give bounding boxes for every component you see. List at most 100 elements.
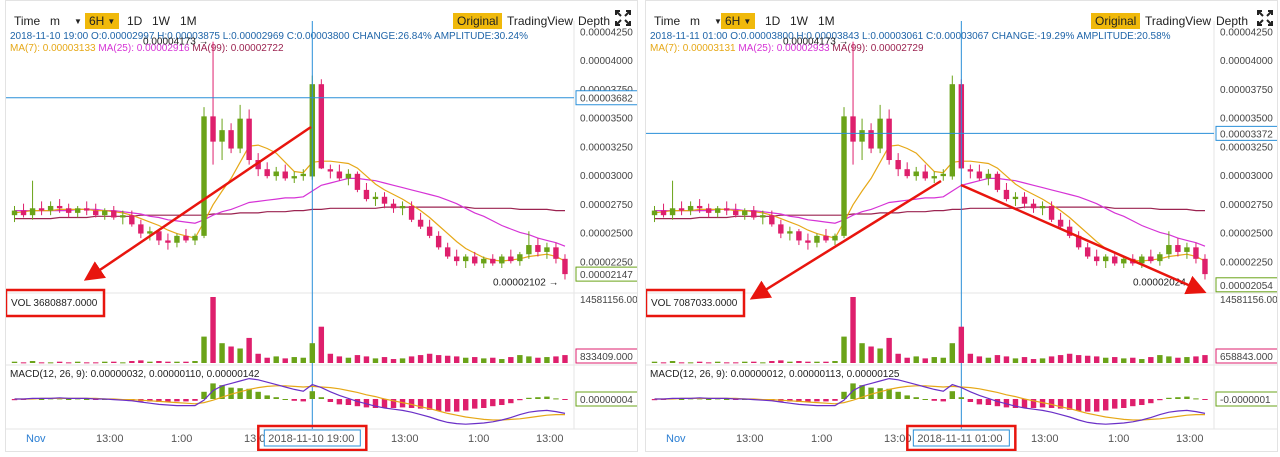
price-tick-label: 0.00002500 — [1220, 229, 1273, 240]
red-arrow — [83, 125, 312, 281]
depth-tab[interactable]: Depth — [1216, 14, 1249, 28]
time-button[interactable]: Time — [654, 14, 681, 28]
volume-bar — [949, 343, 956, 363]
macd-histogram-bar — [264, 395, 270, 399]
candle-body — [733, 210, 739, 216]
caret-down-icon: ▼ — [74, 17, 82, 26]
interval-1d-button[interactable]: 1D — [765, 14, 781, 28]
tradingview-tab[interactable]: TradingView — [507, 14, 574, 28]
price-tick-label: 0.00002250 — [580, 257, 633, 268]
ma99-value: MA(99): 0.00002722 — [192, 43, 284, 54]
volume-bar — [463, 357, 469, 363]
volume-bar — [517, 355, 523, 363]
price-tick-label: 0.00003500 — [1220, 114, 1273, 125]
x-axis-label: 13:00 — [391, 433, 419, 445]
volume-bar — [553, 356, 559, 363]
macd-histogram-bar — [877, 388, 883, 399]
interval-1m-button[interactable]: 1M — [180, 14, 197, 28]
time-button[interactable]: Time — [14, 14, 41, 28]
volume-bar — [192, 361, 198, 363]
macd-histogram-bar — [678, 399, 685, 400]
candle-body — [426, 226, 433, 236]
price-tick-label: 0.00002750 — [580, 200, 633, 211]
price-tick-label: 0.00003500 — [580, 114, 633, 125]
volume-bar — [165, 361, 171, 363]
expand-icon[interactable] — [615, 10, 631, 26]
volume-bar — [309, 343, 316, 363]
candlestick-chart[interactable]: 0.000042500.000040000.000037500.00003500… — [646, 1, 1278, 452]
volume-bar — [372, 358, 379, 363]
volume-bar — [1039, 358, 1046, 363]
candle-body — [705, 208, 712, 213]
original-tab[interactable]: Original — [1091, 13, 1141, 29]
high-price-annotation: 0.00004173 → — [143, 37, 209, 48]
macd-histogram-bar — [1012, 399, 1019, 408]
volume-bar — [1048, 356, 1055, 363]
macd-histogram-bar — [886, 388, 892, 399]
candle-body — [327, 169, 334, 172]
candle-body — [264, 169, 270, 177]
volume-bar — [183, 361, 189, 363]
volume-bar — [1121, 358, 1127, 363]
volume-bar — [300, 357, 306, 363]
macd-histogram-bar — [273, 397, 279, 399]
price-tag: 0.00003682 — [580, 94, 633, 105]
volume-bar — [751, 361, 757, 363]
ma7-line — [654, 144, 1206, 262]
macd-histogram-bar — [318, 397, 325, 399]
volume-bar — [904, 357, 910, 363]
macd-histogram-bar — [814, 399, 820, 402]
interval-dropdown[interactable]: 6H ▼ — [85, 13, 120, 29]
interval-1w-button[interactable]: 1W — [790, 14, 808, 28]
candle-body — [381, 196, 388, 204]
candle-body — [156, 231, 162, 241]
volume-bar — [201, 336, 207, 363]
volume-bar — [1084, 355, 1091, 363]
macd-histogram-bar — [994, 399, 1001, 407]
candle-body — [390, 203, 397, 209]
volume-bar — [20, 362, 27, 364]
macd-histogram-bar — [958, 397, 965, 399]
interval-1d-button[interactable]: 1D — [127, 14, 143, 28]
original-tab[interactable]: Original — [453, 13, 503, 29]
volume-bar — [1202, 355, 1208, 363]
candlestick-chart[interactable]: 0.000042500.000040000.000037500.00003500… — [6, 1, 638, 452]
interval-label: 6H — [89, 14, 105, 28]
macd-histogram-bar — [1021, 399, 1028, 408]
macd-histogram-bar — [508, 399, 514, 404]
volume-bar — [228, 346, 234, 363]
volume-tag: 833409.000 — [580, 352, 633, 363]
candle-body — [769, 215, 775, 225]
macd-histogram-bar — [805, 399, 811, 402]
macd-histogram-bar — [156, 399, 162, 402]
interval-dropdown[interactable]: 6H ▼ — [721, 13, 756, 29]
candle-body — [237, 118, 243, 149]
interval-1w-button[interactable]: 1W — [152, 14, 170, 28]
volume-bar — [544, 357, 550, 363]
red-arrow — [749, 179, 942, 300]
tradingview-tab[interactable]: TradingView — [1145, 14, 1212, 28]
volume-bar — [841, 336, 847, 363]
minute-dropdown[interactable]: m ▼ — [46, 13, 86, 29]
minute-dropdown[interactable]: m ▼ — [686, 13, 726, 29]
interval-1m-button[interactable]: 1M — [818, 14, 835, 28]
minute-label: m — [690, 14, 700, 28]
macd-histogram-bar — [949, 391, 956, 399]
depth-tab[interactable]: Depth — [578, 14, 611, 28]
candle-body — [994, 173, 1001, 190]
candle-body — [129, 215, 135, 225]
candle-body — [805, 240, 811, 243]
macd-histogram-bar — [83, 399, 90, 400]
price-tick-label: 0.00004250 — [580, 27, 633, 38]
vol-highlight-box — [6, 288, 106, 318]
candle-body — [868, 130, 874, 149]
volume-bar — [985, 357, 992, 363]
macd-label: MACD(12, 26, 9): 0.00000012, 0.00000113,… — [650, 369, 900, 380]
candle-body — [1012, 196, 1019, 200]
expand-icon[interactable] — [1257, 10, 1273, 26]
macd-histogram-bar — [255, 391, 261, 399]
macd-tag: 0.00000004 — [580, 395, 633, 406]
candle-body — [417, 219, 424, 227]
candle-body — [508, 256, 514, 262]
macd-histogram-bar — [300, 399, 306, 402]
